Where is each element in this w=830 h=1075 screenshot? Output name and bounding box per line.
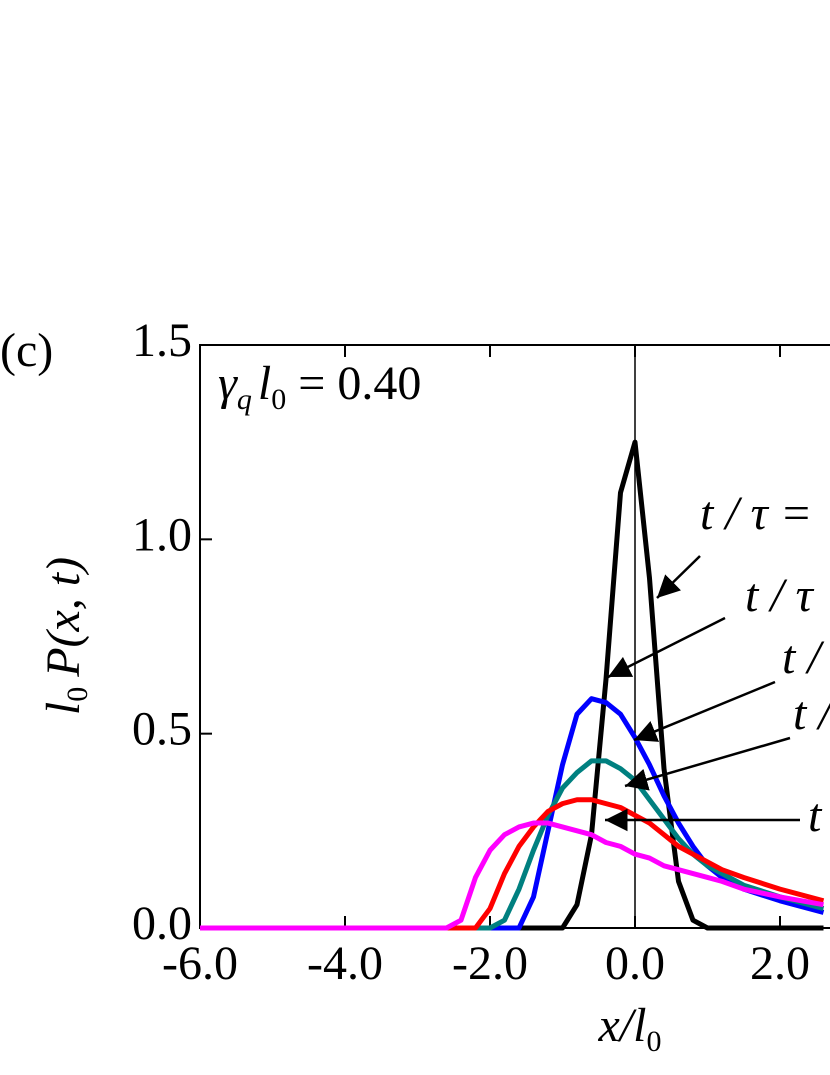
series-line xyxy=(200,797,825,931)
x-tick-label: -6.0 xyxy=(162,937,238,990)
annotation-arrow xyxy=(633,680,776,742)
annotation-value: = 0.40 xyxy=(286,357,421,410)
series-line xyxy=(200,820,824,931)
y-label-rest: P(x, t) xyxy=(37,557,90,678)
y-tick-label: 1.5 xyxy=(132,314,192,367)
x-tick-label: -4.0 xyxy=(307,937,383,990)
annotation-arrow xyxy=(656,555,701,599)
x-axis-label: x/l0 xyxy=(598,999,662,1058)
y-tick-label: 0.0 xyxy=(132,897,192,950)
x-tick-label: 2.0 xyxy=(750,937,810,990)
annotation-sub-q: q xyxy=(237,383,252,416)
annotation-gamma: γ xyxy=(218,357,238,410)
series-line xyxy=(200,696,825,931)
arrow-label: t / xyxy=(793,687,830,740)
x-label-sub: 0 xyxy=(646,1025,661,1058)
arrow-label: t / τ = xyxy=(700,487,812,540)
series-line xyxy=(200,758,825,931)
y-tick-label: 0.5 xyxy=(132,703,192,756)
annotation-arrow xyxy=(607,616,726,679)
arrow-label: t xyxy=(808,789,823,842)
y-axis-label: l0 P(x, t) xyxy=(37,557,94,715)
y-tick-label: 1.0 xyxy=(132,508,192,561)
annotation-arrow xyxy=(624,736,791,791)
plot-frame xyxy=(199,344,830,929)
x-tick-label: -2.0 xyxy=(452,937,528,990)
y-label-l: l xyxy=(37,702,90,715)
y-label-sub: 0 xyxy=(61,687,94,702)
annotation-sub-0: 0 xyxy=(271,383,286,416)
arrow-label: t / xyxy=(782,631,824,684)
x-label-main: x/l xyxy=(598,999,647,1052)
x-tick-label: 0.0 xyxy=(605,937,665,990)
annotation-l: l xyxy=(258,357,271,410)
arrow-label: t / τ xyxy=(745,569,815,622)
panel-label: (c) xyxy=(0,324,53,377)
annotation: γq l0 = 0.40 xyxy=(218,357,421,416)
